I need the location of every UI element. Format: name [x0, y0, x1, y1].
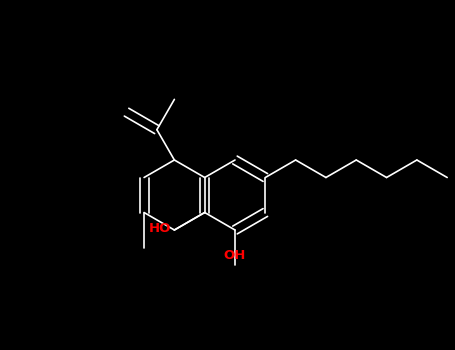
Text: HO: HO — [149, 222, 172, 235]
Text: OH: OH — [224, 249, 246, 262]
